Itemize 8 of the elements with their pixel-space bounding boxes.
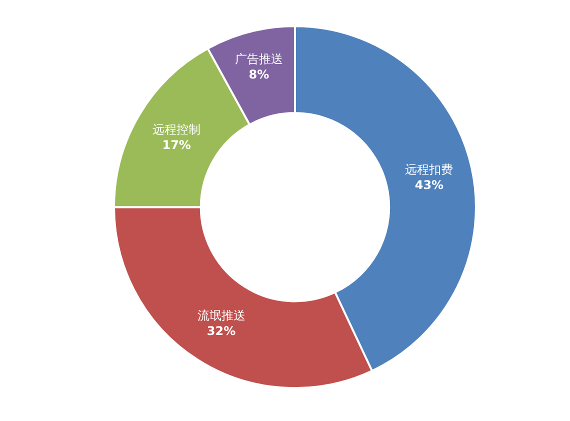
data-label: 17% — [162, 138, 191, 152]
slice-label: 流氓推送 — [197, 308, 246, 322]
slice-label: 广告推送 — [234, 52, 283, 66]
slice-label: 远程扣费 — [405, 162, 454, 176]
data-label: 32% — [206, 324, 236, 338]
data-label: 8% — [248, 68, 270, 82]
data-label: 43% — [414, 178, 444, 192]
slice-label: 远程控制 — [152, 122, 201, 136]
